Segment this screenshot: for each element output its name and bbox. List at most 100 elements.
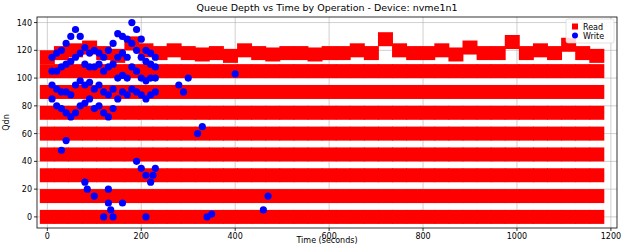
point [434,168,449,182]
point [392,210,407,224]
point [406,106,421,120]
point [547,189,562,203]
point [95,81,102,88]
point [153,210,168,224]
point [147,179,154,186]
tick [610,228,611,231]
point [119,199,126,206]
point [279,127,294,141]
point [133,47,140,54]
point [491,64,506,78]
point [350,210,365,224]
point [208,211,215,218]
point [463,210,478,224]
point [167,168,182,182]
point [477,210,492,224]
point [336,168,351,182]
point [279,85,294,99]
point [308,47,323,61]
legend-label: Write [583,32,604,41]
point [109,86,116,93]
point [519,106,534,120]
legend: ReadWrite [566,19,614,43]
point [448,210,463,224]
point [265,168,280,182]
point [575,64,590,78]
point [152,74,159,81]
point [392,85,407,99]
point [181,168,196,182]
point [138,147,153,161]
point [533,210,548,224]
point [91,192,98,199]
point [533,64,548,78]
point [505,210,520,224]
point [153,189,168,203]
point [105,186,112,193]
point [199,123,206,130]
tick [34,161,37,162]
plot-marks [40,19,604,224]
tick [34,133,37,134]
point [364,85,379,99]
point [138,210,153,224]
tick [235,228,236,231]
point [448,127,463,141]
point [491,168,506,182]
point [124,127,139,141]
point [477,168,492,182]
point [561,189,576,203]
point [40,210,55,224]
point [138,189,153,203]
point [519,46,534,60]
point [67,33,74,40]
plot-frame [37,17,617,228]
point [195,210,210,224]
point [463,189,478,203]
point [547,106,562,120]
point [378,210,393,224]
point [547,64,562,78]
point [149,172,156,179]
point [58,47,65,54]
point [251,189,266,203]
y-tick-label: 100 [17,74,32,83]
point [124,74,131,81]
point [561,127,576,141]
point [463,147,478,161]
point [589,189,604,203]
point [505,189,520,203]
y-tick-label: 40 [22,157,32,166]
point [152,88,159,95]
legend-marker [572,33,578,39]
point [392,43,407,57]
point [96,46,111,60]
point [589,168,604,182]
tick [34,189,37,190]
point [519,147,534,161]
point [533,106,548,120]
point [575,106,590,120]
point [265,147,280,161]
point [195,189,210,203]
point [420,85,435,99]
tick [34,105,37,106]
point [336,147,351,161]
point [153,85,168,99]
point [237,147,252,161]
point [40,64,55,78]
point [96,168,111,182]
point [209,46,224,60]
point [223,85,238,99]
x-tick-label: 0 [45,232,50,241]
point [195,106,210,120]
point [109,40,116,47]
point [181,85,196,99]
point [463,127,478,141]
point [463,168,478,182]
point [237,168,252,182]
point [77,33,84,40]
point [378,106,393,120]
y-tick-label: 20 [22,185,32,194]
tick [34,22,37,23]
